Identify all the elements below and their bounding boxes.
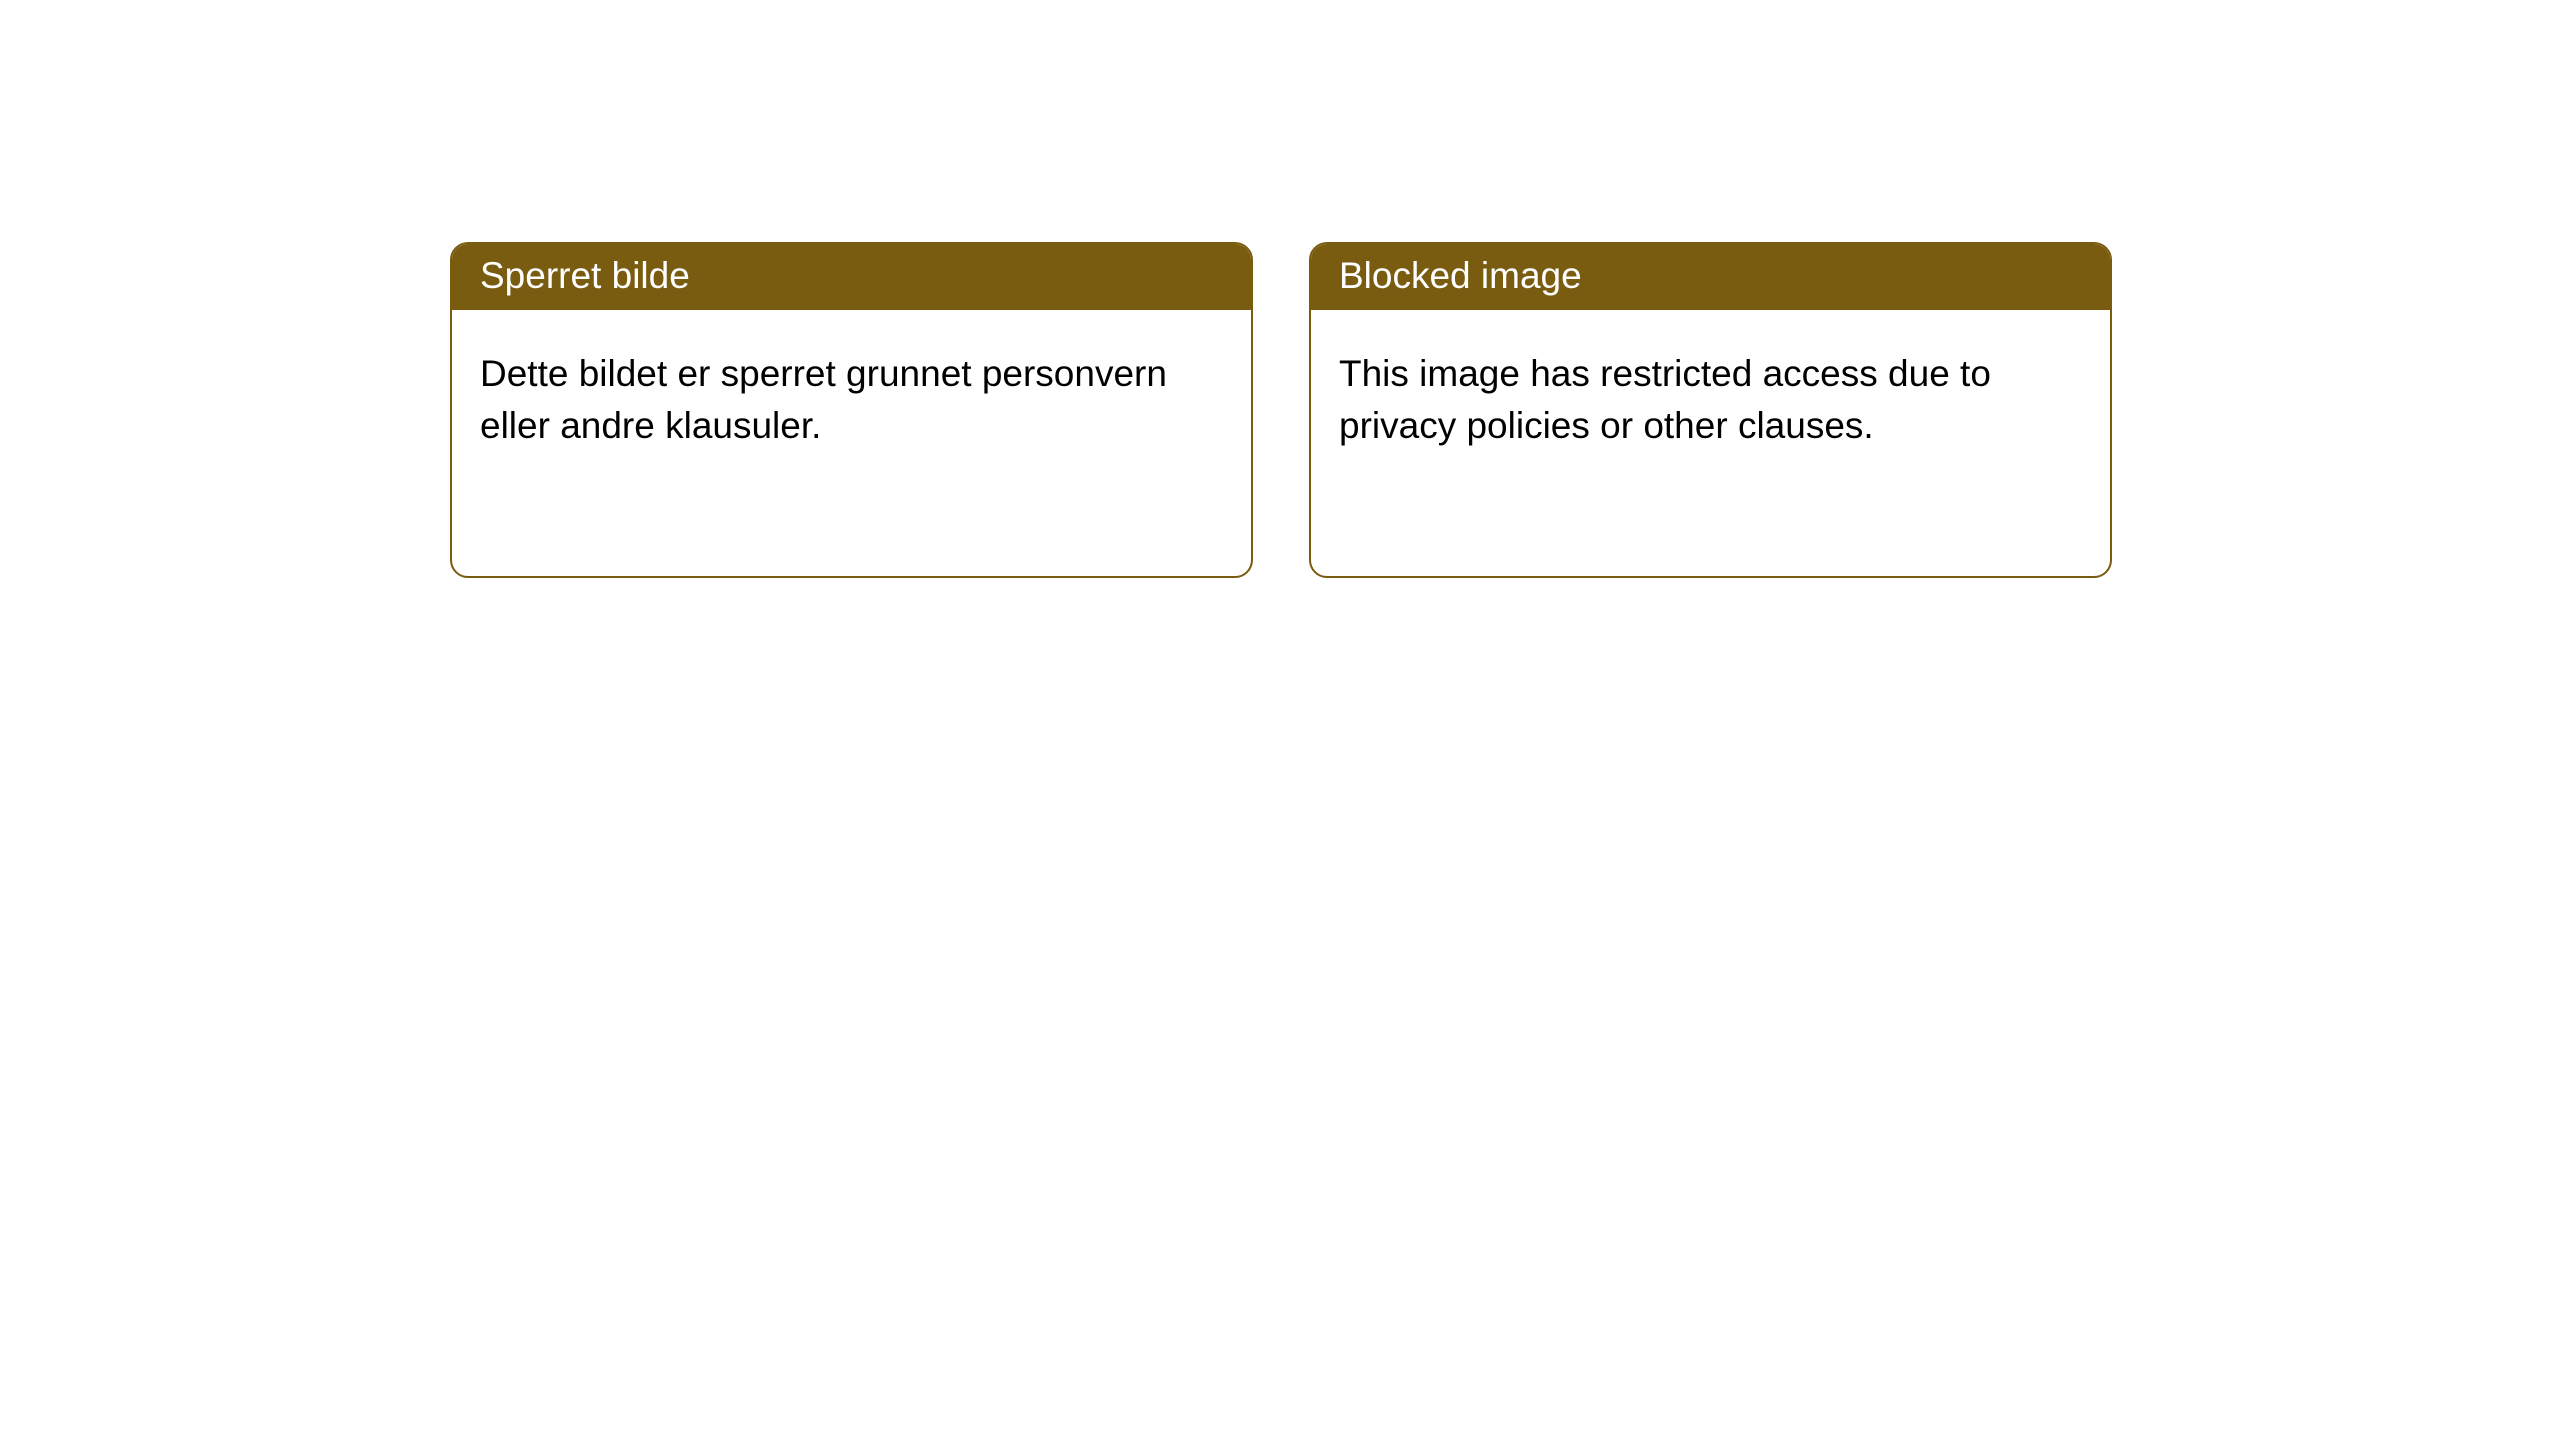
notice-cards-container: Sperret bilde Dette bildet er sperret gr… bbox=[0, 0, 2560, 578]
notice-card-english: Blocked image This image has restricted … bbox=[1309, 242, 2112, 578]
notice-card-title: Blocked image bbox=[1311, 244, 2110, 310]
notice-card-title: Sperret bilde bbox=[452, 244, 1251, 310]
notice-card-body: This image has restricted access due to … bbox=[1311, 310, 2110, 480]
notice-card-norwegian: Sperret bilde Dette bildet er sperret gr… bbox=[450, 242, 1253, 578]
notice-card-body: Dette bildet er sperret grunnet personve… bbox=[452, 310, 1251, 480]
